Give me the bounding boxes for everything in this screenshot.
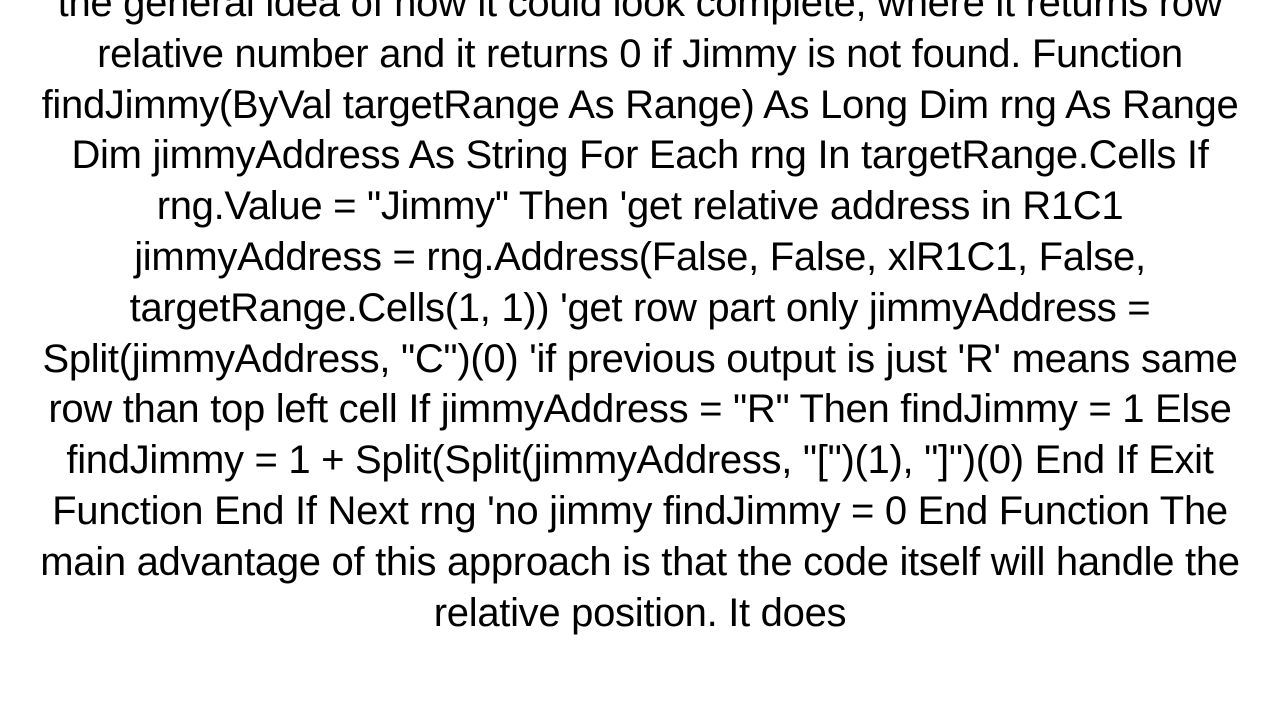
document-body: the general idea of how it could look co… (20, 0, 1260, 638)
body-text: the general idea of how it could look co… (40, 0, 1239, 635)
